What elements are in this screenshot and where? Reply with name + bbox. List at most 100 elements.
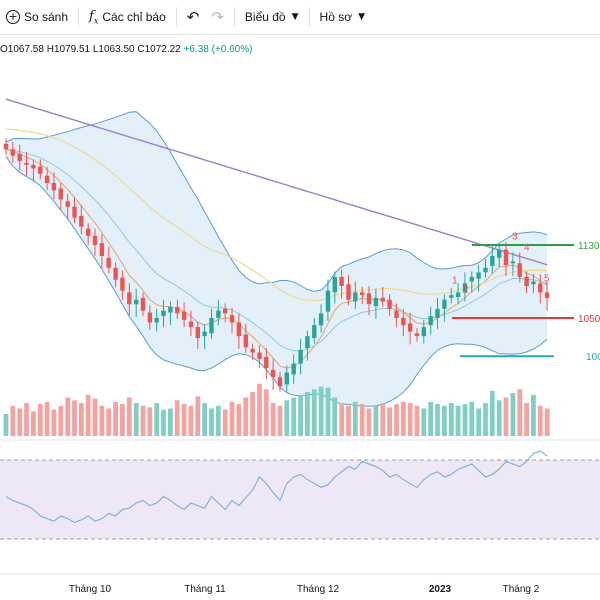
candle-body [401, 317, 406, 326]
volume-bar [489, 390, 495, 436]
support-resistance-levels: 1130 1050 100 [452, 241, 600, 363]
volume-bar [147, 407, 153, 436]
time-axis: Tháng 10 Tháng 11 Tháng 12 2023 Tháng 2 [69, 584, 540, 595]
candle-body [380, 297, 385, 302]
undo-button[interactable]: ↶ [181, 4, 206, 30]
volume-bar [37, 404, 43, 436]
price-chart[interactable]: 1130 1050 100 1 2 3 4 5 Tháng 10 Tháng 1… [0, 34, 600, 600]
candle-body [353, 292, 358, 302]
short-ma-line [5, 148, 548, 369]
candle-body [181, 311, 187, 320]
volume-bar [113, 401, 118, 436]
long-ma-line [5, 98, 548, 266]
chevron-down-icon: ▼ [291, 12, 299, 22]
volume-bar [78, 403, 84, 436]
volume-bar [387, 407, 392, 436]
volume-bar [181, 404, 187, 436]
slow-ma-line [5, 128, 548, 302]
candle-body [188, 321, 194, 328]
volume-bar [120, 404, 125, 436]
candle-body [147, 312, 153, 323]
candle-body [140, 297, 146, 311]
candle-body [168, 307, 173, 313]
chart-type-button[interactable]: Biểu đồ ▼ [239, 4, 305, 30]
volume-bar [17, 408, 23, 436]
volume-bar [140, 405, 146, 437]
bollinger-lower-line [5, 156, 548, 407]
candle-body [435, 308, 440, 318]
candle-body [223, 308, 228, 314]
function-icon: fx [89, 8, 99, 26]
volume-bar [537, 405, 543, 437]
volume-bar [380, 403, 386, 436]
volume-bar [407, 403, 413, 436]
candle-body [483, 267, 488, 273]
volume-bar [318, 386, 324, 436]
candle-body [490, 255, 495, 266]
volume-bar [229, 401, 235, 436]
moving-averages [5, 98, 548, 369]
candle-body [79, 215, 84, 227]
candle-body [134, 299, 139, 305]
bollinger-upper-line [5, 111, 548, 292]
volume-bar [298, 394, 303, 437]
candle-body [3, 143, 9, 150]
volume-bar [263, 389, 269, 437]
candle-body [44, 175, 50, 183]
volume-bar [31, 411, 36, 437]
candle-body [414, 333, 420, 337]
volume-bar [209, 408, 214, 436]
redo-button[interactable]: ↷ [205, 4, 230, 30]
volume-bar [250, 392, 255, 436]
resistance-level-label: 1130 [578, 241, 600, 252]
candle-body [387, 299, 392, 309]
plus-circle-icon: + [6, 10, 20, 24]
candle-body [106, 257, 111, 268]
candle-body [497, 249, 502, 258]
candle-body [455, 292, 461, 297]
volume-bar [476, 408, 482, 436]
candle-body [394, 310, 399, 318]
ohlc-change: +6.38 (+0.60%) [183, 44, 253, 55]
profile-label: Hồ sơ [319, 10, 353, 24]
toolbar-divider [308, 7, 310, 27]
volume-bars [3, 383, 550, 437]
candle-body [216, 310, 221, 318]
volume-bar [517, 389, 523, 437]
toolbar-divider [78, 7, 80, 27]
chart-type-label: Biểu đồ [244, 10, 286, 24]
wave-label: 3 [512, 232, 518, 243]
support-level-label: 1050 [578, 314, 600, 325]
volume-bar [243, 397, 249, 436]
indicators-button[interactable]: fx Các chỉ báo [83, 4, 172, 30]
candle-body [58, 188, 63, 200]
volume-bar [85, 394, 91, 437]
compare-button[interactable]: + So sánh [0, 4, 74, 30]
candle-body [264, 357, 269, 368]
candle-body [270, 369, 276, 378]
rsi-band [0, 460, 600, 539]
volume-bar [483, 403, 488, 436]
candle-body [544, 292, 550, 298]
ohlc-low: L1063.50 [92, 44, 135, 55]
volume-bar [106, 408, 112, 436]
candle-body [86, 228, 91, 236]
rsi-line [5, 450, 548, 524]
wave-label: 4 [524, 242, 530, 253]
volume-bar [65, 397, 71, 436]
volume-bar [270, 403, 276, 436]
candle-body [318, 313, 324, 326]
candle-body [195, 327, 200, 338]
volume-bar [188, 405, 194, 437]
volume-bar [346, 405, 351, 437]
volume-bar [428, 401, 434, 436]
volume-bar [24, 403, 29, 436]
volume-bar [400, 401, 406, 436]
candle-body [113, 267, 118, 280]
volume-bar [373, 405, 379, 437]
volume-bar [99, 405, 105, 437]
profile-button[interactable]: Hồ sơ ▼ [314, 4, 371, 30]
candle-body [277, 377, 283, 387]
candle-body [469, 276, 474, 282]
candle-body [476, 272, 481, 279]
